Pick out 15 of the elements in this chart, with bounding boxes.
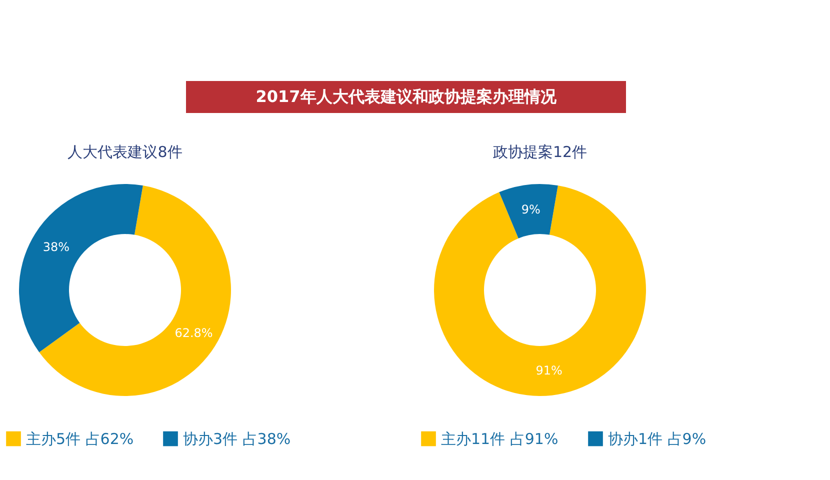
legend-label: 主办5件 占62% bbox=[26, 430, 134, 448]
donut-slice bbox=[19, 184, 143, 352]
chart-title: 人大代表建议8件 bbox=[68, 143, 182, 161]
data-label: 91% bbox=[536, 363, 562, 378]
donut-slice bbox=[434, 186, 646, 396]
legend-label: 协办3件 占38% bbox=[183, 430, 291, 448]
legend-label: 协办1件 占9% bbox=[608, 430, 706, 448]
donut-slice bbox=[499, 184, 558, 238]
chart-title: 政协提案12件 bbox=[492, 143, 588, 161]
data-label: 9% bbox=[521, 202, 540, 217]
legend-label: 主办11件 占91% bbox=[441, 430, 558, 448]
donut-slice bbox=[39, 186, 231, 396]
text: 2017年人大代表建议和政协提案办理情况 bbox=[186, 81, 626, 113]
data-label: 62.8% bbox=[174, 326, 213, 340]
data-label: 38% bbox=[42, 240, 70, 254]
